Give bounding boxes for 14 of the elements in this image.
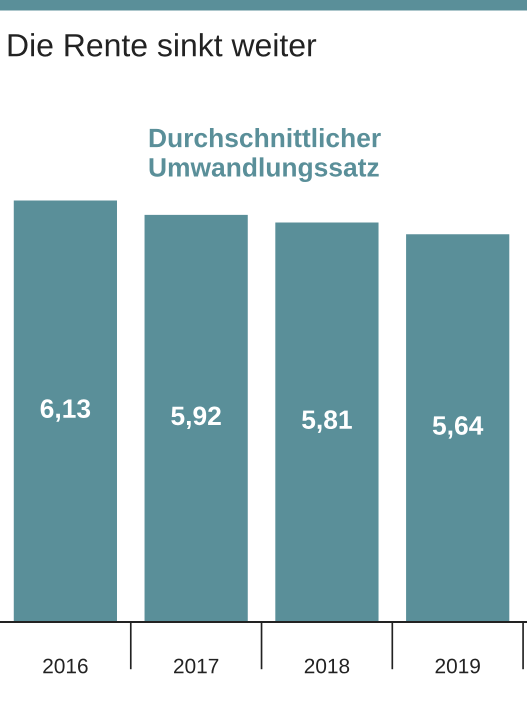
chart-title: Die Rente sinkt weiter [8, 33, 316, 57]
bar [12, 199, 118, 622]
x-tick-label: 2017 [174, 658, 218, 674]
bar [404, 232, 511, 622]
bar [143, 214, 250, 622]
data-label: 5,81 [302, 410, 352, 433]
x-tick-label: 2016 [43, 658, 88, 674]
x-tick-label: 2019 [436, 658, 480, 674]
x-tick-label: 2018 [304, 658, 350, 674]
data-label: 5,64 [432, 416, 484, 439]
data-label: 6,13 [40, 399, 90, 422]
data-label: 5,92 [171, 406, 221, 430]
bar [274, 221, 380, 622]
chart-subtitle: Durchschnittlicher Umwandlungssatz [150, 128, 381, 182]
